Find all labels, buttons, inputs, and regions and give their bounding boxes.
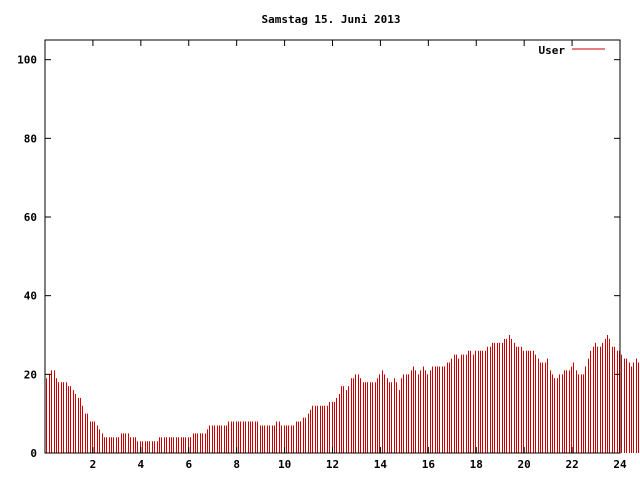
y-tick-label: 40 xyxy=(24,290,37,303)
legend-label-user: User xyxy=(539,44,566,57)
chart-title: Samstag 15. Juni 2013 xyxy=(261,13,400,26)
x-tick-label: 18 xyxy=(470,458,483,471)
x-tick-label: 10 xyxy=(278,458,291,471)
y-tick-label: 60 xyxy=(24,211,37,224)
x-tick-label: 22 xyxy=(565,458,578,471)
x-tick-label: 20 xyxy=(518,458,531,471)
x-tick-label: 12 xyxy=(326,458,339,471)
y-tick-label: 20 xyxy=(24,368,37,381)
y-tick-label: 80 xyxy=(24,132,37,145)
x-tick-label: 14 xyxy=(374,458,388,471)
x-tick-label: 8 xyxy=(233,458,240,471)
x-tick-label: 2 xyxy=(90,458,97,471)
y-tick-label: 0 xyxy=(30,447,37,460)
y-tick-label: 100 xyxy=(17,54,37,67)
y-axis: 0 20 40 60 80 100 xyxy=(17,54,620,460)
x-axis: 2 4 6 8 10 12 14 16 18 20 22 24 xyxy=(90,40,627,471)
x-tick-label: 4 xyxy=(138,458,145,471)
x-tick-label: 24 xyxy=(613,458,627,471)
legend: User xyxy=(539,44,605,57)
x-tick-label: 16 xyxy=(422,458,436,471)
x-tick-label: 6 xyxy=(185,458,192,471)
bar-series-user xyxy=(46,335,639,453)
